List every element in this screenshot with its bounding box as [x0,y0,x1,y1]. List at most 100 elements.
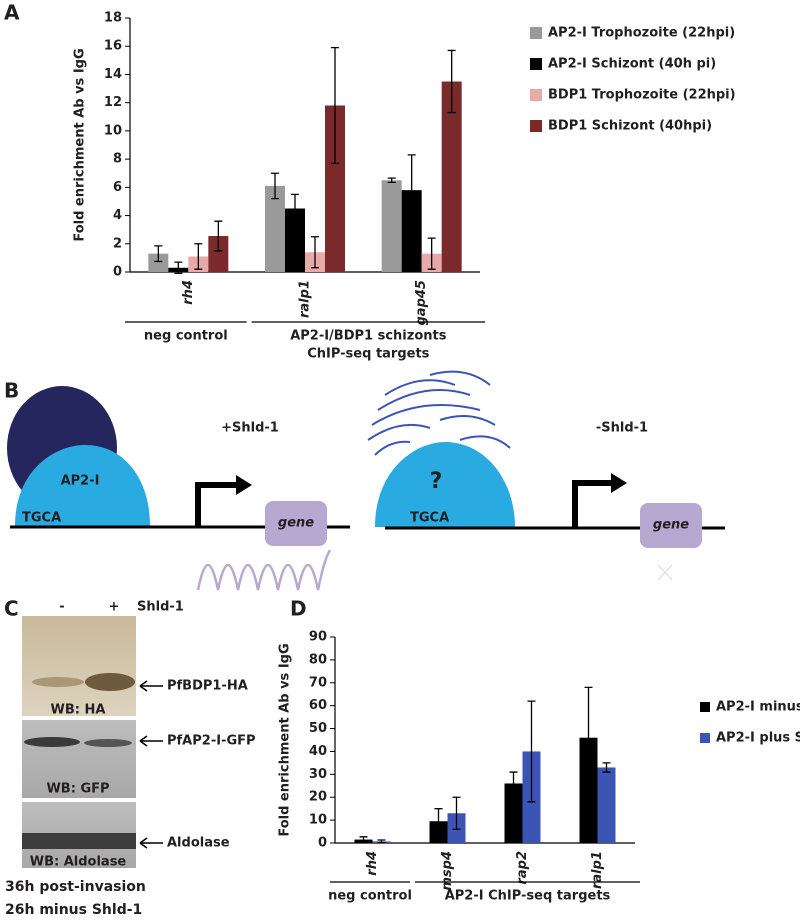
y-tick-label: 4 [113,208,122,223]
group-label: AP2-I ChIP-seq targets [445,889,611,904]
bar [285,208,305,272]
antibody-label: WB: GFP [46,782,109,797]
lane-label: - [59,600,64,615]
error-bar [291,193,299,224]
western-blots: - + Shld-1 WB: HA PfBDP1-HA WB: GFP PfAP… [5,600,256,919]
y-tick-label: 6 [113,180,122,195]
x-tick-label: ralp1 [590,851,605,889]
y-tick-label: 0 [113,265,122,280]
y-tick-label: 8 [113,152,122,167]
motif-label: TGCA [22,511,61,526]
panel-label: B [4,379,19,403]
x-tick-label: msp4 [440,851,455,891]
error-bar [407,154,416,227]
band [85,673,135,691]
error-bar [271,172,279,200]
legend-swatch [530,27,542,39]
bar [441,81,462,272]
error-bar [452,796,461,830]
error-bar [154,245,163,263]
promoter-arrow [572,480,613,528]
transcript [196,549,332,591]
gene-label: gene [653,518,689,533]
condition-label: Shld-1 [137,600,184,615]
band [24,737,80,747]
error-bar [427,237,436,270]
protein-shape [15,445,150,526]
promoter-arrow [195,482,238,527]
antibody-label: WB: Aldolase [30,855,127,870]
y-tick-label: 30 [309,767,327,782]
arrow [139,837,163,849]
arrow-head [236,475,252,495]
bar [208,236,229,272]
y-tick-label: 10 [104,123,122,138]
target-label: Aldolase [167,836,230,851]
legend-label: BDP1 Schizont (40hpi) [548,119,712,134]
group-label: neg control [144,329,228,344]
group-label: AP2-I/BDP1 schizonts [290,329,447,344]
y-tick-label: 16 [104,39,122,54]
blot-image [22,616,136,716]
x-tick-label: rh4 [181,280,196,305]
motif-label: TGCA [410,511,449,526]
legend-label: AP2-I minus Shld-1 [716,700,800,715]
y-tick-label: 12 [104,95,122,110]
panel-label: C [4,597,19,621]
band [84,739,132,747]
y-tick-label: 0 [318,836,327,851]
error-bar [331,46,339,164]
y-tick-label: 10 [309,813,327,828]
y-tick-label: 90 [309,630,327,645]
x-tick-label: rh4 [365,851,380,876]
footer-text: 36h post-invasion [5,879,146,895]
footer-text: 26h minus Shld-1 [5,902,142,918]
legend-swatch [700,733,710,743]
y-tick-label: 2 [113,236,122,251]
band [22,833,136,849]
y-tick-label: 20 [309,790,327,805]
blot-image [22,720,136,798]
bar [504,783,523,843]
error-bar [377,839,386,844]
panel-label: A [4,1,20,25]
no-transcript [657,564,673,581]
diagram-left: AP2-I TGCA +Shld-1 gene [7,386,350,591]
error-bar [584,686,593,789]
dissociated-cofactor [367,370,511,456]
x-tick-label: rap2 [515,851,530,885]
protein-label: AP2-I [61,474,100,489]
arrow [139,735,163,747]
y-tick-label: 50 [309,721,327,736]
bar [401,190,422,272]
legend-label: AP2-I plus Shld-1 [716,731,800,746]
panel-label: D [290,597,307,621]
protein-label: ? [430,469,443,494]
y-tick-label: 14 [104,67,122,82]
band [32,677,84,687]
group-label: ChIP-seq targets [307,347,429,362]
gene-box [265,501,327,546]
group-label: neg control [328,889,412,904]
legend-swatch [530,89,542,101]
condition-label: +Shld-1 [221,421,279,436]
y-tick-label: 70 [309,675,327,690]
legend-swatch [530,120,542,132]
legend-label: AP2-I Trophozoite (22hpi) [548,26,735,41]
legend-label: BDP1 Trophozoite (22hpi) [548,88,736,103]
error-bar [602,762,611,773]
error-bar [447,49,456,114]
error-bar [509,771,518,796]
y-tick-label: 60 [309,698,327,713]
legend-label: AP2-I Schizont (40h pi) [548,57,716,72]
lane-label: + [109,600,120,615]
x-tick-label: ralp1 [298,280,313,318]
y-tick-label: 40 [309,744,327,759]
y-tick-label: 80 [309,652,327,667]
error-bar [214,220,223,252]
y-axis-label: Fold enrichment Ab vs IgG [73,48,88,241]
error-bar [527,700,536,803]
arrow [139,680,163,692]
error-bar [194,243,203,270]
